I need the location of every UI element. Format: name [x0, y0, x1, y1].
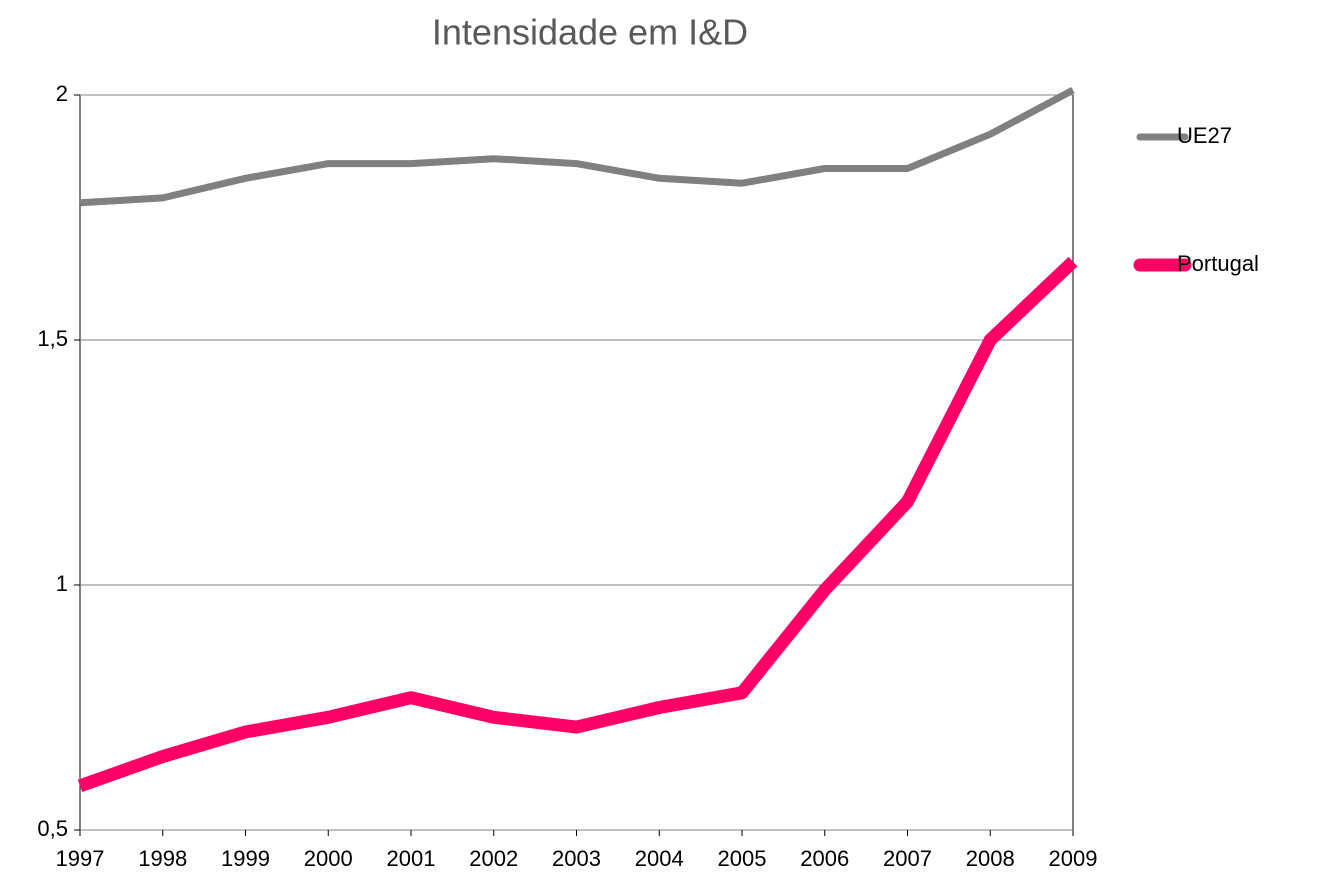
- y-tick-label: 2: [56, 81, 68, 106]
- x-tick-label: 2009: [1049, 846, 1098, 871]
- x-tick-label: 2008: [966, 846, 1015, 871]
- x-tick-label: 2000: [304, 846, 353, 871]
- x-tick-label: 1997: [56, 846, 105, 871]
- x-tick-label: 1998: [138, 846, 187, 871]
- legend-label: UE27: [1177, 123, 1232, 148]
- y-tick-label: 1,5: [37, 326, 68, 351]
- x-tick-label: 2007: [883, 846, 932, 871]
- x-tick-label: 2001: [387, 846, 436, 871]
- series-line: [77, 256, 1078, 793]
- y-tick-label: 1: [56, 571, 68, 596]
- x-tick-label: 1999: [221, 846, 270, 871]
- x-tick-label: 2005: [718, 846, 767, 871]
- x-tick-label: 2004: [635, 846, 684, 871]
- chart-title: Intensidade em I&D: [432, 12, 748, 53]
- x-tick-label: 2002: [469, 846, 518, 871]
- y-tick-label: 0,5: [37, 816, 68, 841]
- x-tick-label: 2003: [552, 846, 601, 871]
- series-line: [79, 87, 1075, 207]
- x-tick-label: 2006: [800, 846, 849, 871]
- legend-label: Portugal: [1177, 251, 1259, 276]
